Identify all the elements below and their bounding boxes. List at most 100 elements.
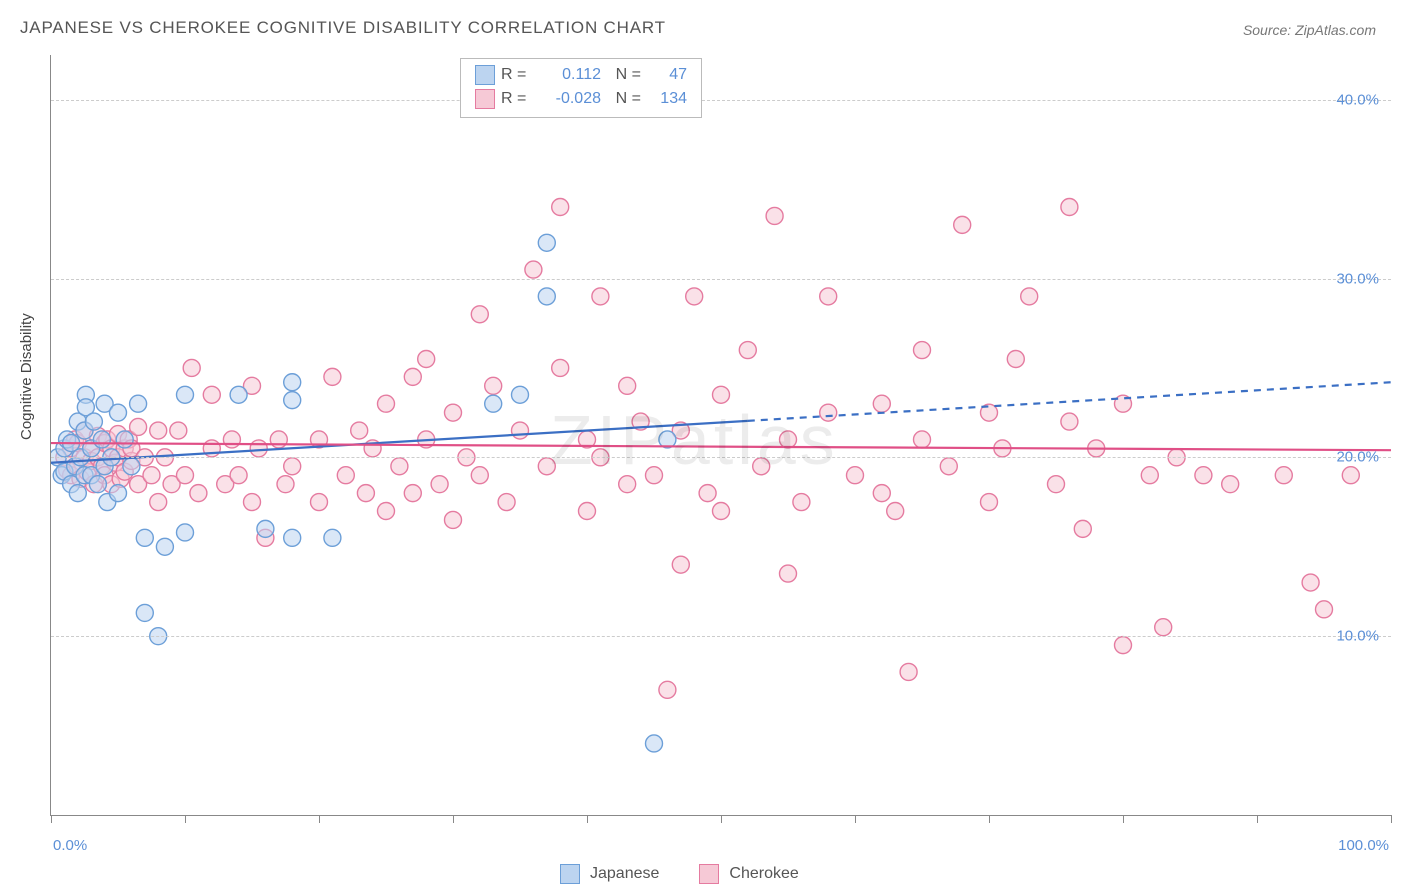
scatter-point (378, 395, 395, 412)
scatter-point (1141, 467, 1158, 484)
scatter-point (900, 663, 917, 680)
scatter-point (1074, 520, 1091, 537)
scatter-point (230, 386, 247, 403)
scatter-point (284, 392, 301, 409)
scatter-point (914, 431, 931, 448)
scatter-point (538, 288, 555, 305)
scatter-point (123, 458, 140, 475)
y-tick-label: 10.0% (1336, 628, 1379, 645)
y-tick-label: 30.0% (1336, 270, 1379, 287)
scatter-point (93, 431, 110, 448)
scatter-point (592, 288, 609, 305)
scatter-svg (51, 55, 1391, 815)
scatter-point (1115, 637, 1132, 654)
scatter-point (686, 288, 703, 305)
scatter-point (311, 494, 328, 511)
r-value-cherokee: -0.028 (539, 87, 601, 111)
scatter-point (780, 431, 797, 448)
legend-label-japanese: Japanese (590, 865, 659, 883)
scatter-point (391, 458, 408, 475)
n-label: N = (607, 87, 641, 111)
scatter-point (1342, 467, 1359, 484)
scatter-point (1302, 574, 1319, 591)
scatter-point (579, 503, 596, 520)
scatter-point (136, 604, 153, 621)
scatter-point (1222, 476, 1239, 493)
scatter-point (110, 485, 127, 502)
scatter-point (431, 476, 448, 493)
x-tick (319, 815, 320, 823)
n-value-japanese: 47 (647, 63, 687, 87)
scatter-point (190, 485, 207, 502)
scatter-point (1021, 288, 1038, 305)
scatter-point (284, 529, 301, 546)
swatch-japanese (475, 65, 495, 85)
scatter-point (156, 538, 173, 555)
gridline (51, 457, 1391, 458)
scatter-point (780, 565, 797, 582)
scatter-point (646, 467, 663, 484)
scatter-point (525, 261, 542, 278)
x-tick (453, 815, 454, 823)
stats-legend: R = 0.112 N = 47 R = -0.028 N = 134 (460, 58, 702, 118)
r-label: R = (501, 87, 533, 111)
scatter-point (378, 503, 395, 520)
scatter-point (739, 342, 756, 359)
scatter-point (766, 207, 783, 224)
scatter-point (1048, 476, 1065, 493)
scatter-point (954, 216, 971, 233)
scatter-point (284, 374, 301, 391)
source-credit: Source: ZipAtlas.com (1243, 22, 1376, 38)
scatter-point (498, 494, 515, 511)
scatter-point (183, 359, 200, 376)
scatter-point (820, 288, 837, 305)
scatter-point (471, 467, 488, 484)
scatter-point (512, 422, 529, 439)
n-value-cherokee: 134 (647, 87, 687, 111)
scatter-point (357, 485, 374, 502)
scatter-point (873, 485, 890, 502)
gridline (51, 100, 1391, 101)
y-axis-label: Cognitive Disability (18, 313, 35, 440)
scatter-point (914, 342, 931, 359)
scatter-point (351, 422, 368, 439)
x-tick (1391, 815, 1392, 823)
scatter-point (324, 529, 341, 546)
chart-title: JAPANESE VS CHEROKEE COGNITIVE DISABILIT… (20, 18, 666, 38)
swatch-cherokee (699, 864, 719, 884)
scatter-point (445, 511, 462, 528)
scatter-point (940, 458, 957, 475)
x-tick-label: 100.0% (1338, 837, 1389, 854)
scatter-point (485, 377, 502, 394)
scatter-point (538, 458, 555, 475)
scatter-point (277, 476, 294, 493)
x-tick (51, 815, 52, 823)
scatter-point (230, 467, 247, 484)
scatter-point (136, 529, 153, 546)
scatter-point (1316, 601, 1333, 618)
scatter-point (672, 556, 689, 573)
scatter-point (471, 306, 488, 323)
scatter-point (89, 476, 106, 493)
y-tick-label: 20.0% (1336, 449, 1379, 466)
scatter-point (250, 440, 267, 457)
scatter-point (485, 395, 502, 412)
scatter-point (552, 199, 569, 216)
scatter-point (713, 386, 730, 403)
scatter-point (1155, 619, 1172, 636)
swatch-japanese (560, 864, 580, 884)
scatter-point (110, 404, 127, 421)
scatter-point (404, 368, 421, 385)
scatter-point (1195, 467, 1212, 484)
scatter-point (659, 681, 676, 698)
scatter-point (418, 351, 435, 368)
scatter-point (85, 413, 102, 430)
scatter-point (177, 524, 194, 541)
scatter-point (753, 458, 770, 475)
scatter-point (981, 494, 998, 511)
scatter-point (130, 418, 147, 435)
scatter-point (820, 404, 837, 421)
r-value-japanese: 0.112 (539, 63, 601, 87)
scatter-point (150, 422, 167, 439)
x-tick (1257, 815, 1258, 823)
